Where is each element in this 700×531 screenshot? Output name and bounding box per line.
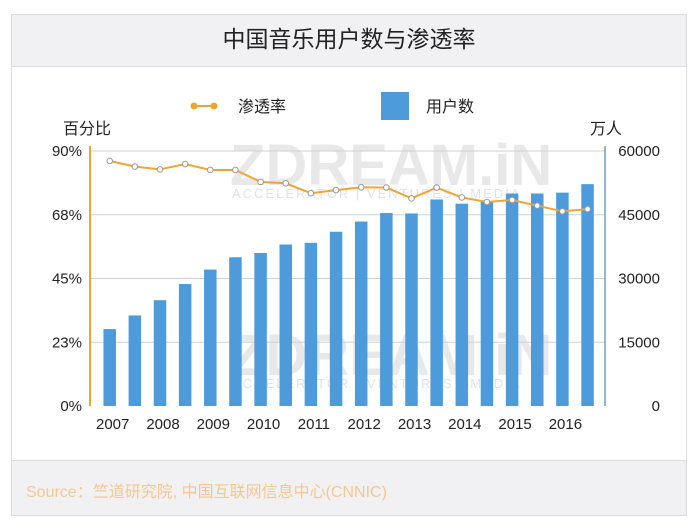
penetration-point (156, 166, 164, 173)
bar (430, 199, 443, 406)
bar (380, 213, 393, 406)
penetration-point (307, 189, 315, 197)
right-tick-label: 15000 (618, 334, 660, 351)
legend-label-users: 用户数 (426, 97, 474, 116)
x-tick-label: 2011 (298, 416, 330, 433)
x-tick-label: 2014 (448, 416, 481, 433)
penetration-point (207, 166, 214, 174)
penetration-point (383, 184, 390, 191)
right-tick-label: 0 (652, 398, 660, 415)
penetration-point (181, 160, 189, 168)
x-tick-label: 2009 (197, 416, 230, 433)
penetration-point (584, 205, 591, 213)
x-tick-label: 2012 (348, 416, 381, 433)
penetration-point (559, 208, 566, 215)
bar (178, 284, 192, 406)
x-tick-label: 2010 (247, 416, 280, 433)
penetration-line (109, 159, 588, 213)
bar (405, 213, 418, 406)
bar (354, 221, 368, 406)
left-tick-label: 90% (52, 143, 82, 160)
x-tick-label: 2015 (498, 416, 531, 433)
right-tick-label: 30000 (618, 271, 660, 288)
source-band: Source：竺道研究院, 中国互联网信息中心(CNNIC) (12, 460, 686, 515)
left-tick-label: 68% (52, 207, 82, 224)
bar (531, 193, 544, 406)
penetration-point (332, 186, 340, 194)
bar (304, 242, 318, 406)
penetration-point (408, 195, 415, 202)
right-tick-label: 45000 (618, 207, 660, 224)
penetration-point (533, 202, 541, 209)
bar (128, 315, 142, 406)
left-tick-label: 0% (60, 398, 82, 415)
bar (279, 244, 292, 406)
penetration-point (357, 183, 365, 191)
bar (505, 193, 519, 406)
penetration-point (106, 157, 113, 165)
bar (455, 203, 469, 406)
bar (556, 192, 569, 406)
legend-line-marker (210, 102, 218, 110)
source-text: Source：竺道研究院, 中国互联网信息中心(CNNIC) (26, 484, 387, 501)
legend-label-penetration: 渗透率 (238, 97, 286, 116)
legend-bar-swatch (381, 92, 409, 120)
penetration-point (131, 163, 139, 170)
left-tick-label: 23% (52, 334, 82, 351)
x-tick-label: 2007 (96, 416, 129, 433)
penetration-point (232, 166, 239, 174)
watermark-subtext-bottom: ACCELERATOR | VENTURES | MEDIA (232, 376, 521, 391)
legend: 渗透率 用户数 (190, 92, 474, 120)
x-tick-label: 2016 (549, 416, 582, 433)
left-axis-title: 百分比 (63, 119, 111, 138)
bar (229, 257, 242, 406)
watermark-text-top: ZDREAM.iN (230, 133, 552, 198)
right-axis-title: 万人 (590, 119, 622, 138)
penetration-point (282, 180, 290, 187)
bar (581, 184, 594, 406)
bar (153, 300, 167, 406)
bar (329, 231, 343, 406)
penetration-point (433, 184, 440, 191)
right-tick-label: 60000 (618, 143, 660, 160)
x-tick-label: 2013 (398, 416, 431, 433)
legend-line-marker (190, 102, 198, 110)
bar (204, 269, 217, 406)
penetration-point (257, 178, 264, 186)
penetration-point (458, 194, 466, 201)
penetration-point (508, 196, 516, 204)
bar (480, 202, 494, 406)
penetration-point (483, 198, 491, 206)
x-tick-label: 2008 (146, 416, 179, 433)
chart-frame: 中国音乐用户数与渗透率 Source：竺道研究院, 中国互联网信息中心(CNNI… (11, 14, 687, 516)
bar (254, 253, 267, 406)
chart-title: 中国音乐用户数与渗透率 (12, 15, 686, 67)
left-tick-label: 45% (52, 271, 82, 288)
bar (103, 329, 116, 406)
